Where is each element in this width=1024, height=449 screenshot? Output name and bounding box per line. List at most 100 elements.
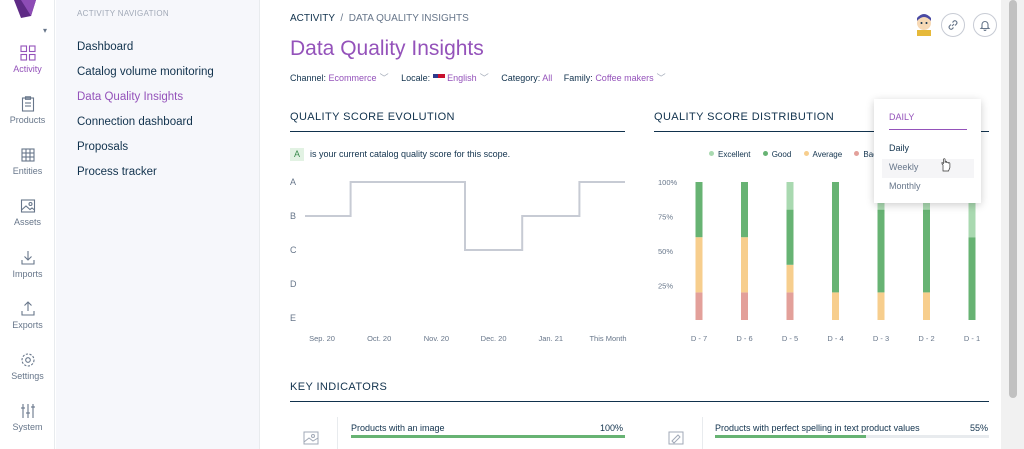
kpi-progress-image bbox=[351, 435, 625, 438]
breadcrumb: ACTIVITY / DATA QUALITY INSIGHTS bbox=[290, 13, 469, 24]
sliders-icon bbox=[20, 404, 35, 418]
grid-icon bbox=[19, 45, 36, 61]
subnav-item-process-tracker[interactable]: Process tracker bbox=[77, 166, 157, 178]
period-option-weekly[interactable]: Weekly bbox=[889, 162, 919, 172]
period-dropdown-selected[interactable]: DAILY bbox=[889, 112, 915, 122]
x-tick-label: Jan. 21 bbox=[538, 334, 563, 343]
category-filter[interactable]: Category: All bbox=[501, 73, 564, 83]
legend-dot-excellent bbox=[709, 151, 714, 156]
bar-segment-good[interactable] bbox=[968, 237, 976, 320]
subnav-item-dashboard[interactable]: Dashboard bbox=[77, 41, 134, 53]
distribution-section-title: QUALITY SCORE DISTRIBUTION bbox=[654, 111, 989, 132]
evolution-section-title: QUALITY SCORE EVOLUTION bbox=[290, 111, 625, 132]
bar-segment-average[interactable] bbox=[832, 292, 839, 320]
main-rail: ▾ Activity Products Entities Assets Impo… bbox=[0, 0, 55, 449]
rail-label: Imports bbox=[12, 269, 43, 279]
rail-item-system[interactable]: System bbox=[0, 403, 55, 449]
x-tick-label: Nov. 20 bbox=[424, 334, 449, 343]
image-icon bbox=[303, 431, 319, 445]
channel-value: Ecommerce bbox=[328, 73, 377, 83]
y-tick-label: B bbox=[290, 211, 296, 221]
bar-segment-average[interactable] bbox=[695, 237, 703, 293]
share-button[interactable] bbox=[941, 13, 965, 37]
series-line bbox=[305, 181, 625, 251]
bar-segment-bad[interactable] bbox=[741, 292, 748, 320]
kpi-value-spelling: 55% bbox=[970, 423, 989, 433]
category-value: All bbox=[542, 73, 553, 83]
bar-segment-average[interactable] bbox=[741, 237, 748, 293]
kpi-value-image: 100% bbox=[600, 423, 624, 433]
bar-segment-good[interactable] bbox=[877, 209, 885, 293]
kpi-label-spelling: Products with perfect spelling in text p… bbox=[715, 423, 920, 433]
y-tick-label: A bbox=[290, 177, 296, 187]
bar-segment-average[interactable] bbox=[786, 264, 794, 293]
period-dropdown[interactable]: DAILY Daily Weekly Monthly bbox=[874, 99, 981, 203]
locale-value: English bbox=[447, 73, 477, 83]
gear-icon bbox=[20, 353, 35, 367]
x-tick-label: This Month bbox=[589, 334, 626, 343]
bar-segment-average[interactable] bbox=[923, 292, 930, 320]
score-note-text: is your current catalog quality score fo… bbox=[310, 149, 511, 159]
breadcrumb-root[interactable]: ACTIVITY bbox=[290, 13, 335, 24]
bar-segment-good[interactable] bbox=[741, 182, 748, 238]
x-tick-label: D - 5 bbox=[782, 334, 798, 343]
period-option-monthly[interactable]: Monthly bbox=[889, 181, 921, 191]
bar-segment-excellent[interactable] bbox=[786, 182, 794, 210]
channel-filter[interactable]: Channel: Ecommerce ﹀ bbox=[290, 73, 399, 83]
distribution-legend: Excellent Good Average Bad bbox=[699, 150, 878, 159]
rail-item-entities[interactable]: Entities bbox=[0, 147, 55, 193]
subnav-item-catalog-volume[interactable]: Catalog volume monitoring bbox=[77, 66, 214, 78]
bar-segment-good[interactable] bbox=[695, 182, 703, 238]
locale-label: Locale: bbox=[401, 73, 431, 83]
kpi-progress-fill bbox=[351, 435, 625, 438]
subnav-item-connection-dashboard[interactable]: Connection dashboard bbox=[77, 116, 193, 128]
kpi-label-image: Products with an image bbox=[351, 423, 445, 433]
legend-dot-bad bbox=[854, 151, 860, 156]
subnav-item-proposals[interactable]: Proposals bbox=[77, 141, 129, 153]
bar-segment-good[interactable] bbox=[832, 182, 839, 293]
period-option-daily[interactable]: Daily bbox=[889, 143, 910, 153]
family-filter[interactable]: Family: Coffee makers ﹀ bbox=[564, 73, 676, 83]
x-tick-label: Sep. 20 bbox=[309, 334, 335, 343]
rail-label: System bbox=[12, 422, 43, 432]
user-avatar[interactable] bbox=[913, 12, 935, 36]
x-tick-label: Dec. 20 bbox=[481, 334, 507, 343]
notifications-button[interactable] bbox=[973, 13, 997, 37]
bar-segment-good[interactable] bbox=[923, 209, 930, 293]
family-value: Coffee makers bbox=[595, 73, 654, 83]
x-tick-label: D - 4 bbox=[827, 334, 843, 343]
hover-highlight bbox=[882, 159, 974, 178]
bar-segment-good[interactable] bbox=[786, 209, 794, 265]
chevron-down-icon[interactable]: ▾ bbox=[43, 26, 48, 35]
rail-item-products[interactable]: Products bbox=[0, 96, 55, 142]
rail-item-assets[interactable]: Assets bbox=[0, 198, 55, 244]
rail-item-imports[interactable]: Imports bbox=[0, 250, 55, 296]
hand-cursor-icon bbox=[941, 158, 951, 172]
kpi-progress-fill bbox=[715, 435, 866, 438]
subnav-title: ACTIVITY NAVIGATION bbox=[77, 9, 169, 18]
bar-segment-average[interactable] bbox=[877, 292, 885, 320]
quality-score-evolution-chart: A B C D E Sep. 20 Oct. 20 Nov. 20 Dec. 20 Jan. 21… bbox=[290, 177, 627, 343]
subnav-item-data-quality[interactable]: Data Quality Insights bbox=[77, 91, 184, 103]
locale-filter[interactable]: Locale: English ﹀ bbox=[401, 73, 499, 83]
y-tick-label: 100% bbox=[658, 178, 678, 187]
edit-text-icon bbox=[668, 431, 684, 445]
bar-segment-bad[interactable] bbox=[695, 292, 703, 320]
rail-item-activity[interactable]: Activity bbox=[0, 45, 55, 91]
rail-label: Assets bbox=[13, 217, 41, 227]
dropdown-divider bbox=[889, 129, 967, 130]
bar-segment-excellent[interactable] bbox=[968, 182, 976, 238]
bar-segment-bad[interactable] bbox=[786, 292, 794, 320]
akeneo-logo[interactable] bbox=[13, 0, 37, 18]
scrollbar-thumb[interactable] bbox=[1009, 0, 1017, 398]
image-icon bbox=[20, 199, 35, 213]
main-content: ACTIVITY / DATA QUALITY INSIGHTS Data Qu… bbox=[261, 0, 1001, 449]
rail-item-settings[interactable]: Settings bbox=[0, 352, 55, 398]
key-indicators-title: KEY INDICATORS bbox=[290, 381, 989, 402]
bell-icon bbox=[979, 21, 991, 32]
x-tick-label: D - 6 bbox=[736, 334, 752, 343]
filter-bar: Channel: Ecommerce ﹀ Locale: English ﹀ Cat… bbox=[290, 71, 676, 84]
legend-good: Good bbox=[771, 150, 792, 159]
legend-excellent: Excellent bbox=[718, 150, 751, 159]
rail-item-exports[interactable]: Exports bbox=[0, 301, 55, 347]
